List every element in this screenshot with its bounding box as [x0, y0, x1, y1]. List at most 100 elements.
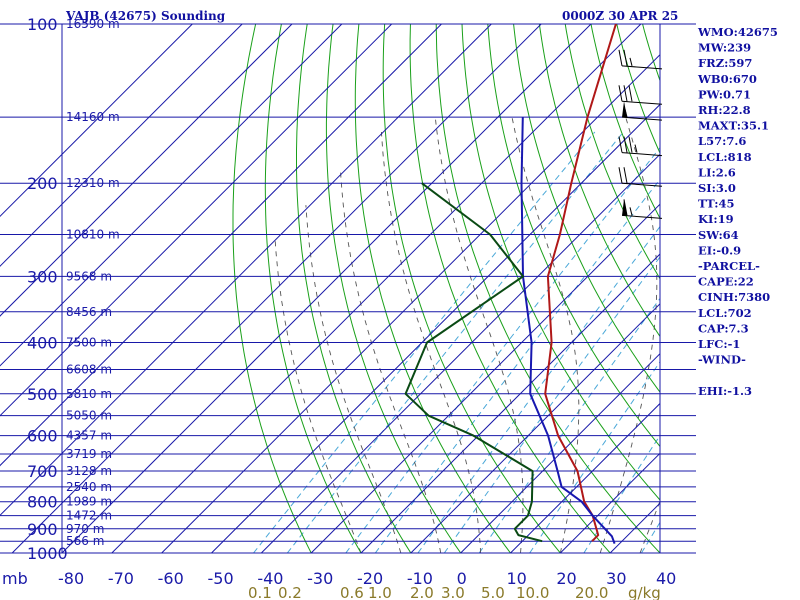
wind-barb-staff — [621, 65, 663, 70]
plot-area — [0, 12, 800, 564]
height-label: 8456 m — [66, 305, 112, 319]
pressure-tick-label: 800 — [27, 493, 58, 512]
index-line: TT:45 — [698, 197, 735, 211]
isotherm-line — [0, 24, 442, 467]
temperature-tick-label: -10 — [407, 569, 433, 588]
index-line: MAXT:35.1 — [698, 119, 769, 133]
height-label: 6608 m — [66, 363, 112, 377]
isotherm-line — [11, 24, 542, 553]
isotherm-line — [211, 103, 660, 553]
wind-barb — [621, 199, 663, 219]
wind-barb — [618, 136, 663, 157]
mixing-ratio-label: 0.1 — [248, 584, 272, 600]
isotherm-line — [510, 402, 660, 553]
dry-adiabat-line — [382, 24, 562, 553]
index-line: LCL:818 — [698, 150, 752, 164]
temperature-tick-label: 10 — [507, 569, 527, 588]
dry-adiabat-line — [616, 24, 660, 155]
height-label: 1472 m — [66, 509, 112, 523]
index-line: SW:64 — [698, 228, 739, 242]
pressure-tick-label: 600 — [27, 427, 58, 446]
mixing-ratio-line — [478, 297, 660, 553]
index-line: LI:2.6 — [698, 165, 736, 179]
wind-barb — [618, 85, 663, 105]
height-label: 3128 m — [66, 464, 112, 478]
moist-adiabat-line — [274, 239, 362, 553]
temperature-tick-label: 30 — [606, 569, 626, 588]
wind-barb-halfflag — [629, 207, 633, 216]
mixing-ratio-label: 0.6 — [340, 584, 364, 600]
height-label: 3719 m — [66, 447, 112, 461]
dry-adiabat-line — [767, 12, 800, 564]
isotherm-line — [0, 24, 293, 317]
dry-adiabat-line — [538, 24, 660, 338]
mixing-ratio-line — [253, 131, 596, 553]
temperature-tick-label: -70 — [108, 569, 134, 588]
dry-adiabat-line — [325, 24, 462, 553]
moist-adiabat-line — [434, 117, 524, 553]
pressure-tick-label: 1000 — [27, 544, 68, 563]
mixing-ratio-label: 3.0 — [441, 584, 465, 600]
wind-barb-flag — [623, 85, 628, 102]
isotherm-line — [0, 24, 393, 417]
dry-adiabat-line — [487, 24, 660, 448]
isotherm-line — [61, 24, 592, 553]
pressure-tick-label: 200 — [27, 174, 58, 193]
wind-barb — [618, 49, 663, 70]
pressure-tick-label: 700 — [27, 462, 58, 481]
temperature-tick-label: -60 — [158, 569, 184, 588]
height-label: 9568 m — [66, 269, 112, 283]
index-line: LFC:-1 — [698, 337, 740, 351]
wind-barb-flag — [618, 167, 623, 184]
isotherm-line — [0, 24, 492, 517]
wind-barb-staff — [621, 214, 663, 219]
mixing-ratio-line — [529, 361, 660, 553]
dry-adiabat-line — [296, 24, 412, 553]
mixing-ratio-label: 10.0 — [516, 584, 549, 600]
chart-title: VAJB (42675) Sounding — [65, 9, 226, 23]
wind-barb-staff — [621, 152, 663, 157]
index-line: MW:239 — [698, 41, 751, 55]
index-line: L57:7.6 — [698, 134, 746, 148]
moist-adiabat-line — [305, 205, 402, 553]
height-label: 16590 m — [66, 17, 120, 31]
index-line: -PARCEL- — [698, 259, 760, 273]
index-line: LCL:702 — [698, 306, 752, 320]
height-label: 1989 m — [66, 495, 112, 509]
moist-adiabat-line — [380, 131, 482, 553]
temperature-tick-label: -80 — [58, 569, 84, 588]
height-label: 10810 m — [66, 228, 120, 242]
wind-barb-flag — [623, 167, 628, 184]
height-label: 566 m — [66, 534, 104, 548]
pressure-tick-label: 400 — [27, 333, 58, 352]
wind-barb — [621, 101, 663, 121]
mixing-ratio-unit-label: g/kg — [628, 584, 661, 600]
dry-adiabat-line — [409, 24, 611, 553]
temperature-tick-label: -20 — [357, 569, 383, 588]
index-line: WB0:670 — [697, 72, 757, 86]
height-label: 14160 m — [66, 110, 120, 124]
wind-barb-staff — [621, 182, 663, 187]
moist-adiabat-line — [599, 117, 658, 553]
dry-adiabat-line — [461, 24, 660, 501]
height-label: 7500 m — [66, 335, 112, 349]
wind-barb-flag — [618, 49, 623, 66]
wind-barbs — [618, 49, 663, 219]
temperature-tick-label: 20 — [556, 569, 576, 588]
isotherm-line — [310, 203, 660, 553]
dry-adiabat-line — [513, 24, 660, 393]
index-line: FRZ:597 — [698, 56, 752, 70]
index-line: CAP:7.3 — [698, 321, 749, 335]
mixing-ratio-label: 5.0 — [481, 584, 505, 600]
wind-barb-flag — [628, 136, 633, 153]
time-label: 0000Z 30 APR 25 — [562, 9, 678, 23]
isotherm-line — [161, 53, 660, 553]
height-label: 970 m — [66, 522, 104, 536]
pressure-tick-label: 300 — [27, 267, 58, 286]
wind-barb-flag — [618, 85, 623, 102]
height-label: 5810 m — [66, 387, 112, 401]
pressure-tick-label: 900 — [27, 520, 58, 539]
dry-adiabat-line — [232, 24, 312, 553]
pressure-tick-label: 100 — [27, 15, 58, 34]
